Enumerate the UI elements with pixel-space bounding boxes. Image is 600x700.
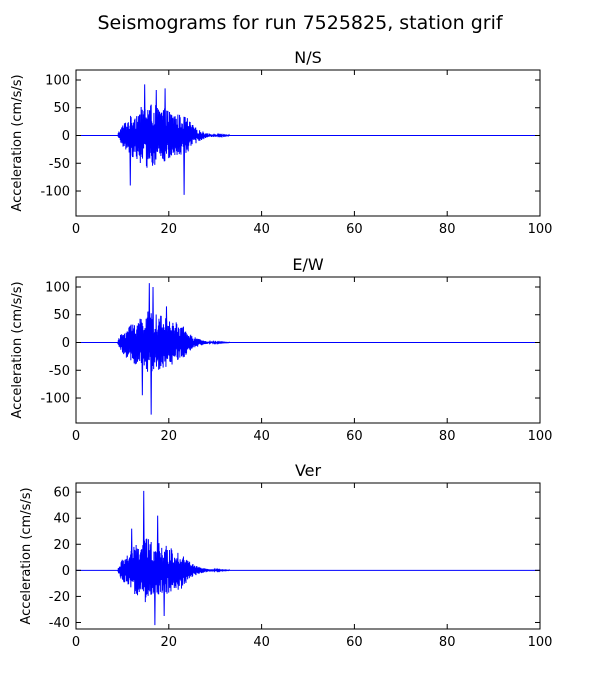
y-axis-label: Acceleration (cm/s/s) (19, 487, 34, 624)
x-tick-label: 60 (346, 429, 363, 444)
panel-title: Ver (295, 461, 322, 480)
y-tick-label: -100 (40, 392, 70, 407)
x-tick-label: 80 (439, 222, 456, 237)
x-tick-label: 20 (161, 635, 178, 650)
y-tick-label: 40 (53, 512, 70, 527)
axes-frame (75, 276, 541, 424)
y-tick-label: 20 (53, 538, 70, 553)
seismogram-trace (76, 84, 540, 195)
y-tick-label: 100 (45, 280, 70, 295)
y-tick-label: 60 (53, 486, 70, 501)
x-tick-label: 60 (346, 222, 363, 237)
panel-1: E/W 0 20 40 60 80 100 -100 -50 0 50 100 Acceleration… (10, 255, 552, 444)
panel-2: Ver 0 20 40 60 80 100 -40 -20 0 20 40 60 Acceleration… (19, 461, 552, 650)
y-tick-label: -40 (49, 616, 70, 631)
seismogram-trace (76, 283, 540, 415)
y-tick-label: 50 (53, 101, 70, 116)
axes-frame (75, 69, 541, 217)
y-tick-label: -50 (49, 157, 70, 172)
panel-0: N/S 0 20 40 60 80 100 -100 -50 0 50 100 Acceleration… (10, 48, 552, 237)
y-axis-label: Acceleration (cm/s/s) (10, 281, 25, 418)
panels-container: N/S 0 20 40 60 80 100 -100 -50 0 50 100 Acceleration… (10, 48, 552, 650)
x-tick-label: 40 (253, 635, 270, 650)
x-tick-label: 100 (528, 222, 553, 237)
panel-title: E/W (292, 255, 324, 274)
y-tick-label: -20 (49, 590, 70, 605)
seismogram-trace (76, 490, 540, 626)
y-tick-label: 50 (53, 308, 70, 323)
figure-suptitle: Seismograms for run 7525825, station gri… (97, 12, 503, 34)
x-tick-label: 100 (528, 635, 553, 650)
y-axis-label: Acceleration (cm/s/s) (10, 74, 25, 211)
x-tick-label: 80 (439, 429, 456, 444)
axes-frame (75, 482, 541, 630)
x-tick-label: 60 (346, 635, 363, 650)
y-tick-label: 0 (62, 336, 70, 351)
x-tick-label: 0 (72, 429, 80, 444)
y-tick-label: -100 (40, 185, 70, 200)
y-tick-label: 0 (62, 129, 70, 144)
panel-title: N/S (294, 48, 322, 67)
x-tick-label: 20 (161, 429, 178, 444)
x-tick-label: 0 (72, 635, 80, 650)
x-tick-label: 40 (253, 429, 270, 444)
x-tick-label: 0 (72, 222, 80, 237)
x-tick-label: 80 (439, 635, 456, 650)
x-tick-label: 20 (161, 222, 178, 237)
y-tick-label: -50 (49, 364, 70, 379)
x-tick-label: 40 (253, 222, 270, 237)
y-tick-label: 100 (45, 73, 70, 88)
y-tick-label: 0 (62, 564, 70, 579)
x-tick-label: 100 (528, 429, 553, 444)
